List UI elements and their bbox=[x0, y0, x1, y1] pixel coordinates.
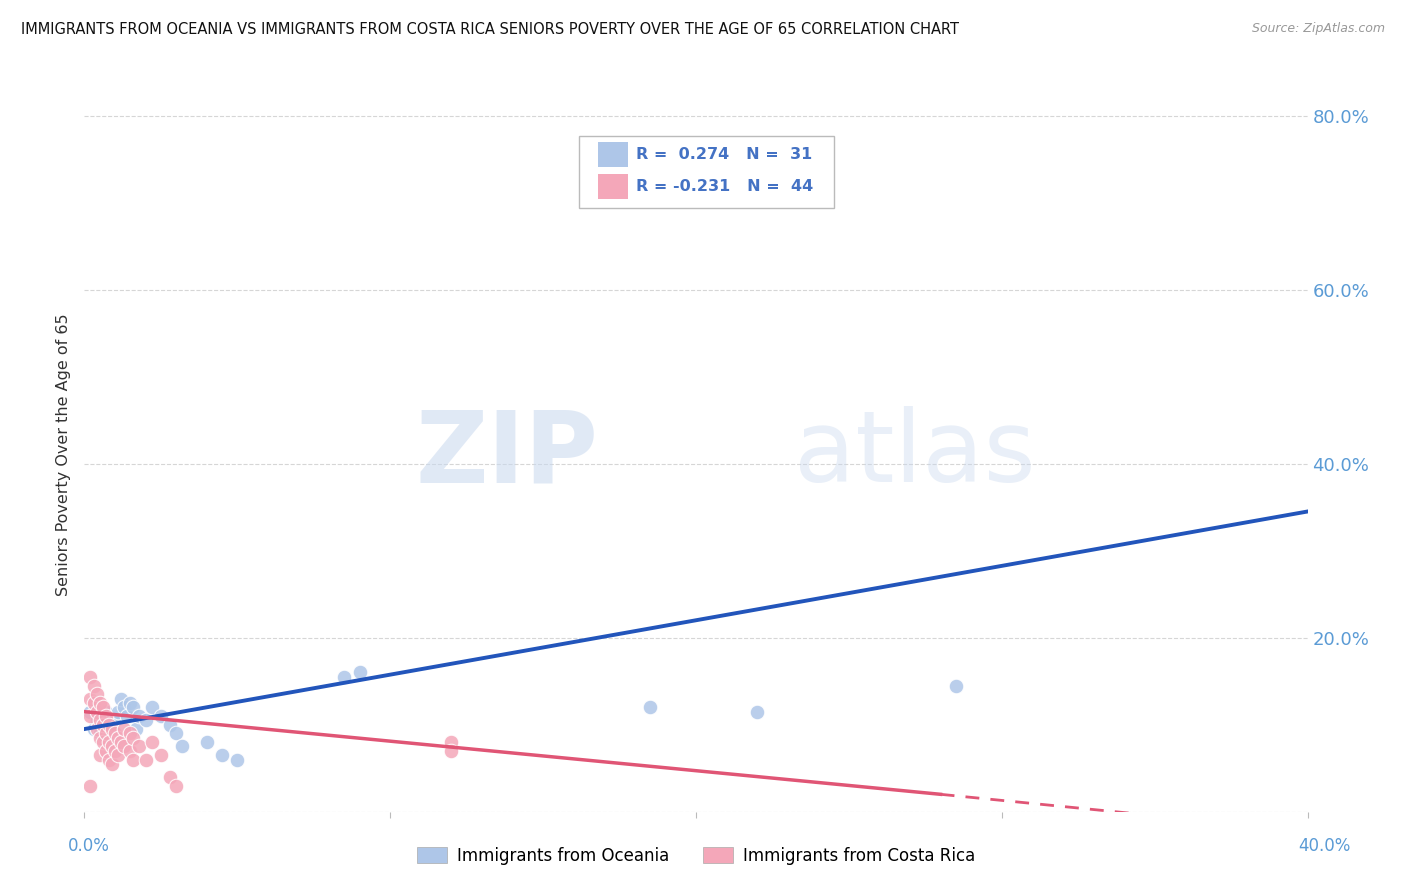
Point bbox=[83, 679, 105, 693]
Text: ZIP: ZIP bbox=[415, 407, 598, 503]
Point bbox=[440, 744, 463, 758]
Point bbox=[120, 726, 142, 740]
Text: atlas: atlas bbox=[794, 407, 1035, 503]
Point bbox=[172, 739, 194, 754]
Point bbox=[79, 779, 101, 793]
Point bbox=[79, 705, 101, 719]
Point bbox=[149, 709, 172, 723]
Point bbox=[104, 714, 127, 728]
Point bbox=[89, 714, 111, 728]
Point bbox=[165, 726, 187, 740]
Point bbox=[83, 696, 105, 710]
Point bbox=[101, 722, 124, 736]
Point bbox=[97, 717, 120, 731]
Point bbox=[165, 779, 187, 793]
Point bbox=[141, 700, 163, 714]
Legend: Immigrants from Oceania, Immigrants from Costa Rica: Immigrants from Oceania, Immigrants from… bbox=[411, 840, 981, 871]
Point bbox=[79, 670, 101, 684]
Point bbox=[89, 748, 111, 763]
Text: 0.0%: 0.0% bbox=[67, 837, 110, 855]
Text: R = -0.231   N =  44: R = -0.231 N = 44 bbox=[636, 179, 813, 194]
Point bbox=[112, 722, 135, 736]
Point bbox=[128, 739, 150, 754]
Point bbox=[115, 709, 138, 723]
Point bbox=[83, 722, 105, 736]
Point bbox=[333, 670, 356, 684]
Point bbox=[86, 714, 108, 728]
Text: 40.0%: 40.0% bbox=[1298, 837, 1351, 855]
Point bbox=[89, 696, 111, 710]
Point bbox=[128, 709, 150, 723]
Point bbox=[91, 700, 114, 714]
Point bbox=[97, 717, 120, 731]
Point bbox=[91, 717, 114, 731]
Point bbox=[97, 752, 120, 766]
Y-axis label: Seniors Poverty Over the Age of 65: Seniors Poverty Over the Age of 65 bbox=[56, 314, 72, 596]
Text: IMMIGRANTS FROM OCEANIA VS IMMIGRANTS FROM COSTA RICA SENIORS POVERTY OVER THE A: IMMIGRANTS FROM OCEANIA VS IMMIGRANTS FR… bbox=[21, 22, 959, 37]
Point bbox=[135, 714, 157, 728]
Text: R =  0.274   N =  31: R = 0.274 N = 31 bbox=[636, 147, 811, 161]
Point bbox=[120, 744, 142, 758]
Point bbox=[94, 726, 117, 740]
Point bbox=[226, 752, 249, 766]
Point bbox=[122, 731, 145, 745]
Point bbox=[86, 687, 108, 701]
Point bbox=[86, 722, 108, 736]
Point bbox=[89, 726, 111, 740]
Point bbox=[141, 735, 163, 749]
Point bbox=[107, 731, 129, 745]
Point bbox=[94, 709, 117, 723]
Point bbox=[638, 700, 661, 714]
Point bbox=[104, 726, 127, 740]
Point bbox=[110, 691, 132, 706]
Point bbox=[94, 744, 117, 758]
Point bbox=[112, 739, 135, 754]
Point bbox=[211, 748, 233, 763]
Point bbox=[122, 752, 145, 766]
Point bbox=[79, 709, 101, 723]
Point bbox=[107, 705, 129, 719]
Point bbox=[159, 770, 181, 784]
Point bbox=[104, 744, 127, 758]
Point bbox=[101, 739, 124, 754]
Point bbox=[79, 691, 101, 706]
Point bbox=[945, 679, 967, 693]
Point bbox=[91, 717, 114, 731]
Point bbox=[135, 752, 157, 766]
Point bbox=[89, 731, 111, 745]
Point bbox=[159, 717, 181, 731]
Point bbox=[112, 700, 135, 714]
Point bbox=[195, 735, 218, 749]
Point bbox=[110, 735, 132, 749]
Point bbox=[101, 756, 124, 771]
Point bbox=[120, 696, 142, 710]
Point bbox=[86, 705, 108, 719]
Point bbox=[97, 735, 120, 749]
Point bbox=[101, 722, 124, 736]
Text: Source: ZipAtlas.com: Source: ZipAtlas.com bbox=[1251, 22, 1385, 36]
Point bbox=[91, 735, 114, 749]
Point bbox=[107, 748, 129, 763]
Point bbox=[747, 705, 769, 719]
Point bbox=[149, 748, 172, 763]
Point bbox=[440, 735, 463, 749]
Point bbox=[94, 705, 117, 719]
Point bbox=[122, 700, 145, 714]
Point bbox=[349, 665, 371, 680]
Point bbox=[125, 722, 148, 736]
